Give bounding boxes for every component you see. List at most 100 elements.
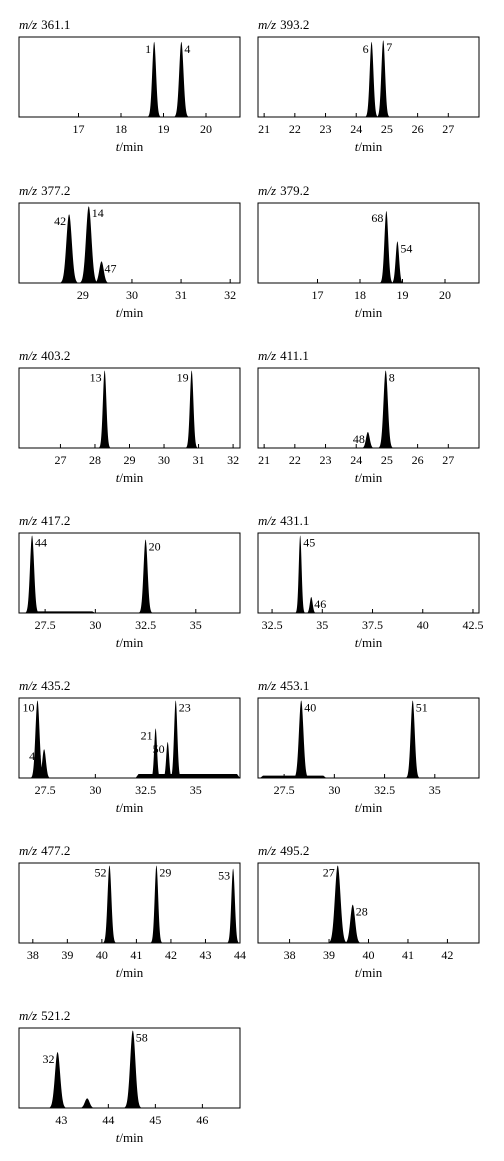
title-mz-value: 431.1 [280, 513, 309, 528]
panel-title: m/z 431.1 [258, 513, 309, 528]
x-axis-label-t: t [355, 635, 359, 650]
x-tick-label: 46 [196, 1113, 208, 1127]
x-tick-label: 18 [115, 122, 127, 136]
peak-label: 49 [29, 749, 41, 763]
plot-frame [257, 697, 480, 779]
peak [146, 41, 162, 117]
plot-frame [18, 367, 241, 449]
x-tick-label: 27 [442, 453, 454, 467]
title-mz-value: 403.2 [41, 348, 70, 363]
title-mz-value: 453.1 [280, 678, 309, 693]
x-tick-label: 23 [320, 122, 332, 136]
chromatogram-panel: m/z 379.2 17 18 19 20 t/min 68 54 [257, 183, 480, 320]
peak [58, 214, 80, 283]
peak [24, 535, 41, 613]
x-axis-label: t/min [116, 139, 144, 154]
chromatogram-panel: m/z 403.2 27 28 29 30 31 32 t/min 13 19 [18, 348, 241, 485]
peak [122, 1030, 144, 1108]
x-tick-label: 43 [199, 948, 211, 962]
plot-frame [257, 202, 480, 284]
peak-label: 45 [303, 535, 315, 549]
x-tick-label: 31 [175, 288, 187, 302]
x-tick-label: 20 [439, 288, 451, 302]
x-axis-label-unit: /min [119, 305, 143, 320]
title-mz-value: 377.2 [41, 183, 70, 198]
plot-frame [18, 532, 241, 614]
title-mz-label: m/z [19, 348, 37, 363]
peak-label: 44 [35, 535, 47, 549]
title-mz-label: m/z [19, 678, 37, 693]
x-tick-label: 32.5 [262, 618, 283, 632]
x-tick-label: 20 [200, 122, 212, 136]
x-tick-label: 25 [381, 453, 393, 467]
plot-area [364, 40, 391, 117]
x-tick-label: 24 [350, 453, 362, 467]
plot-frame [257, 367, 480, 449]
plot-frame [257, 36, 480, 118]
chromatogram-panel: m/z 393.2 21 22 23 24 25 26 27 t/min 6 7 [257, 17, 480, 154]
peak-label: 40 [304, 700, 316, 714]
x-tick-label: 19 [397, 288, 409, 302]
x-tick-label: 38 [27, 948, 39, 962]
x-axis-label: t/min [116, 470, 144, 485]
x-axis-label: t/min [116, 800, 144, 815]
panel-title: m/z 403.2 [19, 348, 70, 363]
title-mz-label: m/z [258, 843, 276, 858]
panel-title: m/z 361.1 [19, 17, 70, 32]
x-tick-label: 32 [224, 288, 236, 302]
peak-label: 10 [22, 700, 34, 714]
title-mz-label: m/z [19, 513, 37, 528]
x-axis-label-t: t [116, 965, 120, 980]
x-axis-label-unit: /min [358, 965, 382, 980]
peak [184, 370, 199, 448]
x-axis-label: t/min [116, 635, 144, 650]
x-tick-label: 18 [354, 288, 366, 302]
peak-label: 29 [159, 865, 171, 879]
x-axis-label-unit: /min [119, 800, 143, 815]
x-tick-label: 24 [350, 122, 362, 136]
peak [36, 749, 52, 778]
x-axis-label-t: t [355, 139, 359, 154]
plot-frame [18, 202, 241, 284]
title-mz-label: m/z [19, 843, 37, 858]
title-mz-value: 393.2 [280, 17, 309, 32]
chromatogram-panel: m/z 431.1 32.5 35 37.5 40 42.5 t/min 45 46 [257, 513, 483, 650]
x-tick-label: 17 [312, 288, 324, 302]
plot-area [360, 370, 395, 448]
peak [226, 868, 240, 943]
x-axis-label: t/min [355, 965, 383, 980]
x-tick-label: 25 [381, 122, 393, 136]
chromatogram-panel: m/z 495.2 38 39 40 41 42 t/min 27 28 [257, 843, 480, 980]
peak-label: 23 [179, 700, 191, 714]
peak-label: 6 [363, 42, 369, 56]
x-tick-label: 32.5 [135, 618, 156, 632]
peak [404, 700, 421, 778]
x-axis-label-unit: /min [119, 470, 143, 485]
plot-area [146, 41, 190, 117]
plot-frame [18, 36, 241, 118]
x-tick-label: 22 [289, 453, 301, 467]
peak-label: 7 [386, 40, 392, 54]
peak-label: 13 [90, 370, 102, 384]
peak-label: 28 [356, 905, 368, 919]
x-tick-label: 43 [55, 1113, 67, 1127]
peak [92, 261, 111, 283]
peak [364, 41, 379, 117]
plot-area [101, 865, 240, 943]
peak [77, 1098, 97, 1108]
x-tick-label: 37.5 [362, 618, 383, 632]
baseline-hump [135, 774, 240, 778]
title-mz-value: 477.2 [41, 843, 70, 858]
peak [162, 742, 174, 778]
chromatogram-panel: m/z 377.2 29 30 31 32 t/min 42 14 47 [18, 183, 241, 320]
x-tick-label: 45 [149, 1113, 161, 1127]
x-tick-label: 41 [402, 948, 414, 962]
x-axis-label: t/min [116, 1130, 144, 1145]
x-tick-label: 32 [227, 453, 239, 467]
peak [305, 597, 317, 613]
x-tick-label: 38 [284, 948, 296, 962]
peak-label: 19 [177, 370, 189, 384]
plot-area [47, 1030, 144, 1108]
peak-label: 14 [92, 206, 104, 220]
x-tick-label: 40 [417, 618, 429, 632]
